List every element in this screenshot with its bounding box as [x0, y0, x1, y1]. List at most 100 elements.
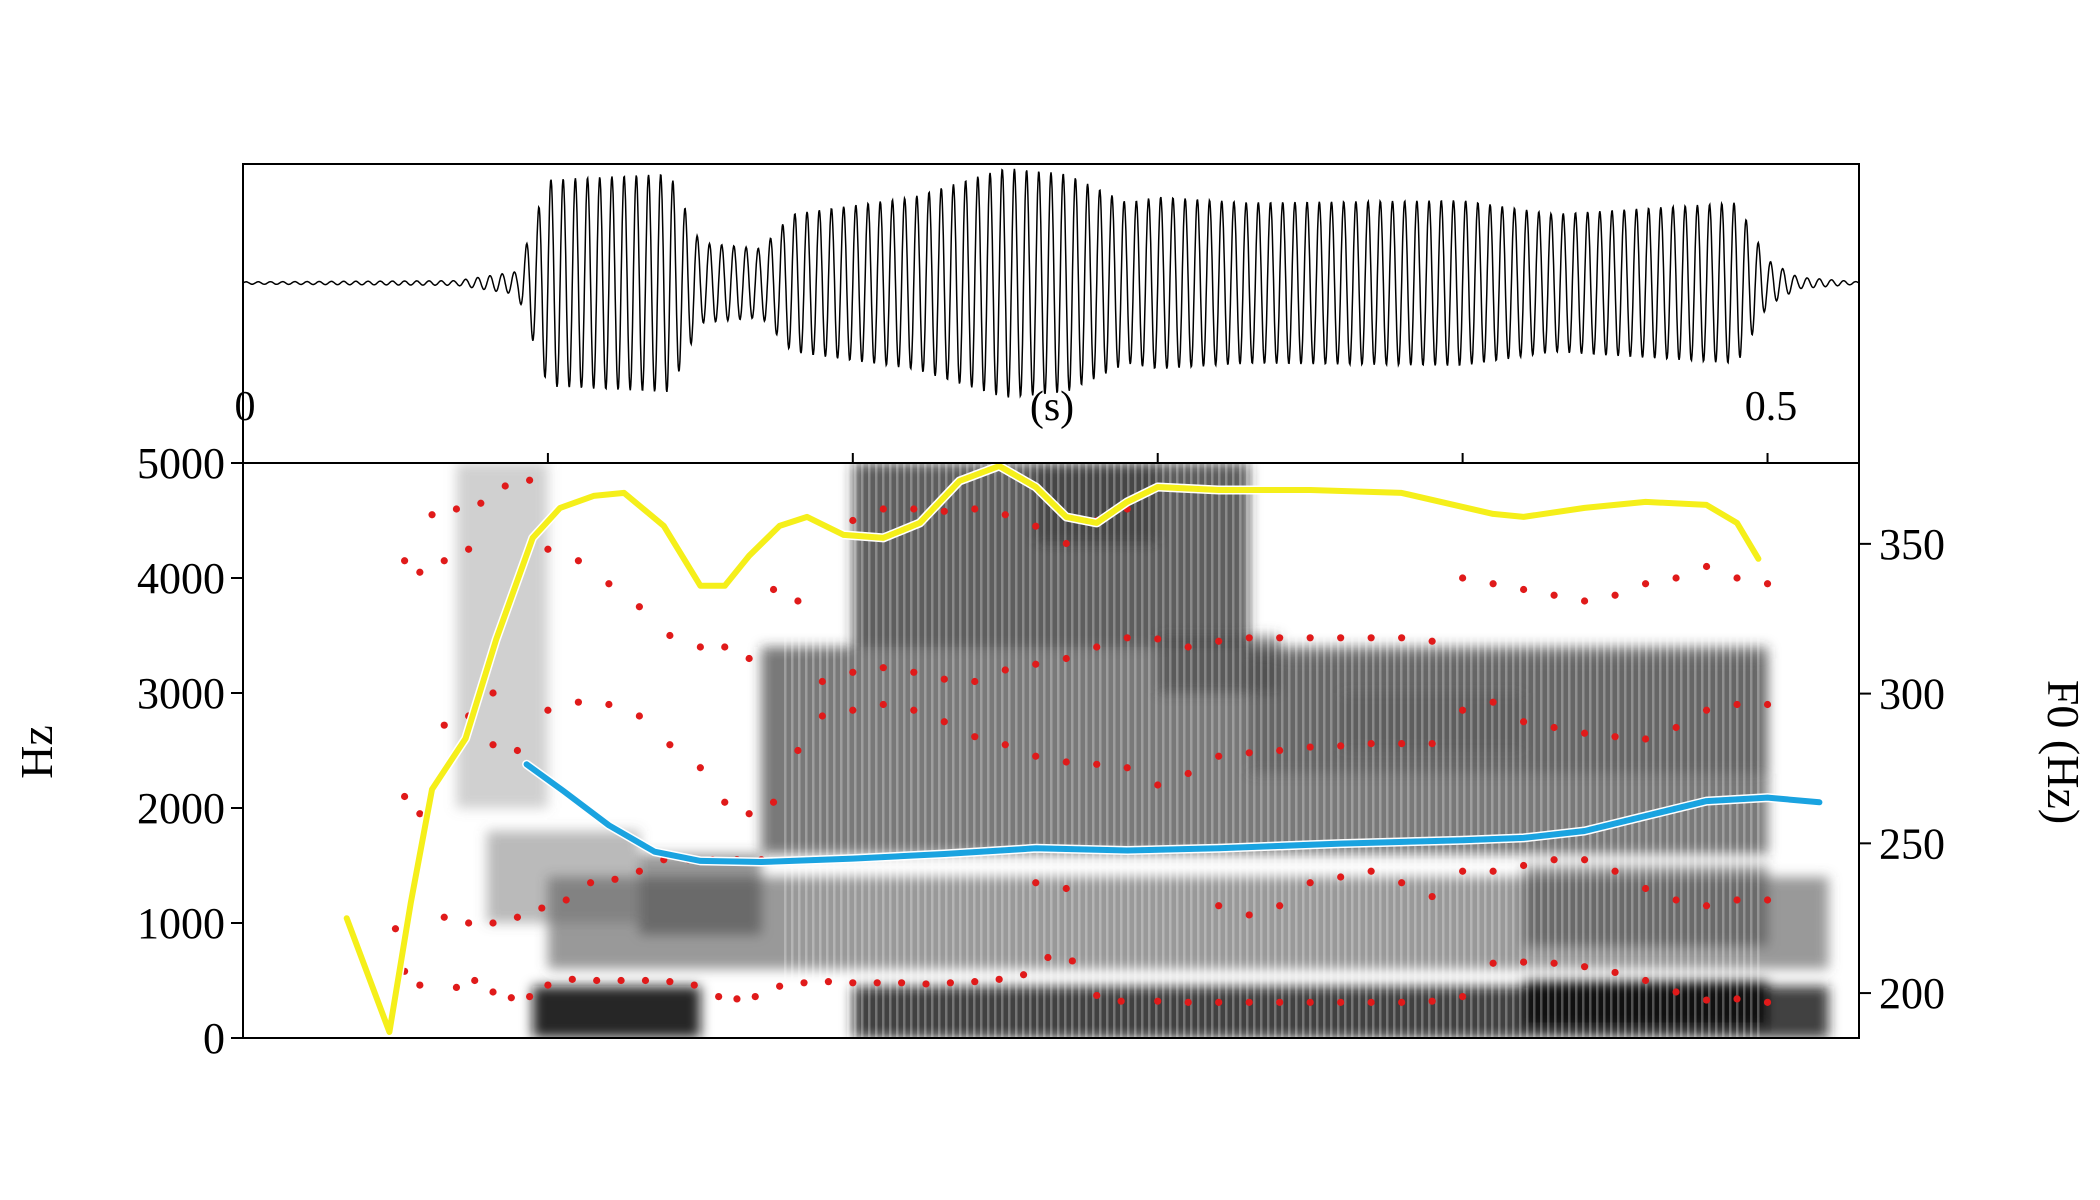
- formant-1-point: [1245, 998, 1253, 1006]
- formant-2-point: [1489, 867, 1497, 875]
- formant-1-point: [1367, 998, 1375, 1006]
- formant-2-point: [489, 919, 497, 927]
- formant-4-point: [1001, 666, 1009, 674]
- formant-4-point: [1123, 634, 1131, 642]
- formant-1-point: [1733, 995, 1741, 1003]
- formant-4-point: [1611, 591, 1619, 599]
- left-y-tick-label: 5000: [137, 439, 225, 488]
- formant-1-point: [452, 983, 461, 992]
- formant-3-point: [1276, 746, 1284, 755]
- formant-1-point: [489, 988, 497, 996]
- f0-contour-line: [343, 463, 1762, 1035]
- spectrogram-panel: 0 1000 2000 3000 4000 5000 200 250 300 350 Hz F0…: [11, 439, 2089, 1063]
- formant-1-point: [1489, 959, 1497, 967]
- formant-3-point: [879, 700, 887, 709]
- contour-line: [523, 761, 1823, 865]
- formant-2-point: [611, 875, 619, 883]
- formant-1-point: [1398, 998, 1406, 1006]
- formant-1-point: [1093, 991, 1101, 1000]
- formant-3-point: [440, 721, 448, 729]
- formant-2-point: [1032, 879, 1040, 887]
- formant-5-point: [1001, 511, 1009, 519]
- formant-3-point: [1763, 700, 1772, 709]
- formant-3-point: [971, 733, 979, 741]
- formant-3-point: [849, 706, 857, 714]
- formant-1-point: [897, 979, 906, 987]
- formant-2-point: [1550, 856, 1558, 864]
- formant-3-point: [1062, 758, 1070, 766]
- formant-3-point: [1154, 781, 1162, 789]
- formant-2-point: [1245, 911, 1253, 919]
- formant-1-point: [715, 993, 723, 1001]
- formant-1-point: [971, 978, 979, 986]
- formant-5-point: [971, 505, 979, 513]
- formant-5-point: [452, 505, 461, 513]
- formant-2-point: [1580, 856, 1589, 864]
- formant-4-point: [666, 631, 674, 640]
- formant-3-point: [1337, 742, 1345, 750]
- formant-1-point: [1641, 976, 1650, 985]
- formant-4-point: [794, 597, 802, 605]
- spectrogram-region-0: [532, 986, 701, 1038]
- right-y-tick-label: 200: [1879, 969, 1945, 1018]
- formant-1-point: [568, 975, 576, 983]
- right-y-tick-label: 250: [1879, 819, 1945, 868]
- formant-1-point: [1215, 998, 1223, 1006]
- formant-4-point: [1733, 574, 1741, 582]
- formant-5-point: [849, 516, 857, 525]
- waveform-panel: 0 (s) 0.5: [235, 163, 1860, 464]
- formant-3-point: [574, 698, 582, 706]
- formant-1-point: [751, 993, 759, 1001]
- formant-4-point: [940, 675, 948, 683]
- formant-2-point: [391, 925, 400, 933]
- formant-3-point: [1123, 764, 1131, 772]
- left-y-tick-label: 4000: [137, 554, 225, 603]
- formant-4-point: [1641, 580, 1650, 588]
- formant-4-point: [1154, 635, 1162, 643]
- formant-2-point: [586, 879, 595, 887]
- formant-1-point: [1044, 953, 1052, 962]
- formant-4-point: [910, 668, 918, 676]
- formant-1-point: [507, 994, 515, 1002]
- formant-4-point: [1276, 634, 1284, 642]
- formant-4-point: [818, 677, 826, 686]
- formant-2-point: [440, 913, 448, 921]
- right-y-axis: 200 250 300 350: [1859, 520, 1945, 1018]
- formant-1-point: [800, 979, 808, 987]
- formant-2-point: [1428, 892, 1436, 901]
- formant-3-point: [1672, 723, 1680, 732]
- formant-3-point: [1702, 706, 1711, 714]
- formant-4-point: [544, 545, 552, 553]
- formant-4-point: [1672, 574, 1680, 582]
- formant-2-point: [1520, 861, 1528, 870]
- formant-4-point: [635, 603, 643, 611]
- formant-2-point: [1062, 884, 1070, 893]
- formant-1-point: [995, 975, 1003, 983]
- formant-1-point: [733, 995, 741, 1003]
- right-y-tick-label: 300: [1879, 670, 1945, 719]
- spectrogram-harmonic-texture: [780, 463, 1760, 1038]
- formant-5-point: [477, 499, 485, 507]
- left-y-axis: 0 1000 2000 3000 4000 5000: [137, 439, 243, 1063]
- formant-1-point: [617, 976, 625, 985]
- left-y-tick-label: 2000: [137, 784, 225, 833]
- formant-4-point: [1245, 634, 1253, 642]
- waveform-frame: [242, 163, 1860, 464]
- formant-4-point: [1337, 634, 1345, 642]
- formant-4-point: [1489, 580, 1497, 588]
- formant-2-point: [465, 919, 473, 927]
- formant-4-point: [401, 557, 409, 565]
- formant-2-point: [1337, 873, 1345, 881]
- formant-3-point: [721, 798, 729, 806]
- formant-1-point: [1611, 968, 1619, 977]
- formant-3-point: [696, 764, 704, 772]
- formant-3-point: [910, 706, 918, 714]
- formant-1-point: [946, 979, 954, 987]
- formant-1-point: [776, 982, 784, 990]
- formant-3-point: [416, 810, 424, 818]
- formant-4-point: [769, 585, 778, 594]
- formant-5-point: [1032, 522, 1040, 530]
- formant-1-point: [1550, 959, 1558, 967]
- formant-2-point: [1641, 884, 1650, 893]
- formant-4-point: [1184, 643, 1192, 651]
